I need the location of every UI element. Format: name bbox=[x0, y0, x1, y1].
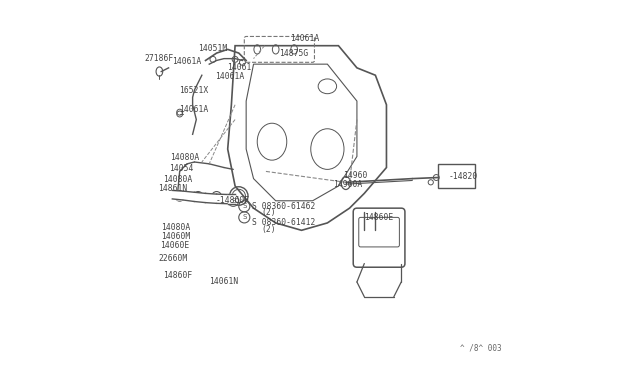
Text: (2): (2) bbox=[261, 225, 276, 234]
Text: 22660M: 22660M bbox=[158, 254, 188, 263]
Text: 16521X: 16521X bbox=[179, 86, 208, 95]
Text: 14061: 14061 bbox=[227, 63, 252, 72]
Text: 14960: 14960 bbox=[343, 171, 367, 180]
Text: S: S bbox=[231, 198, 236, 204]
Text: 14061A: 14061A bbox=[291, 34, 320, 43]
Text: 14061A: 14061A bbox=[172, 57, 201, 66]
Text: 14060E: 14060E bbox=[161, 241, 189, 250]
Text: 14061N: 14061N bbox=[209, 278, 239, 286]
Text: 14061A: 14061A bbox=[215, 72, 244, 81]
Text: 14960A: 14960A bbox=[333, 180, 362, 189]
Text: 14054: 14054 bbox=[168, 164, 193, 173]
Text: 14080A: 14080A bbox=[161, 223, 191, 232]
Text: -14820: -14820 bbox=[449, 171, 477, 180]
Text: S: S bbox=[242, 214, 246, 220]
Text: 14860E: 14860E bbox=[364, 213, 394, 222]
Text: 27186F: 27186F bbox=[145, 54, 174, 63]
Text: 14080A: 14080A bbox=[163, 175, 193, 184]
Text: 14861N: 14861N bbox=[158, 185, 188, 193]
Text: 14875G: 14875G bbox=[280, 49, 308, 58]
Text: 14061A: 14061A bbox=[179, 105, 208, 115]
Text: S: S bbox=[242, 203, 246, 209]
Text: (2): (2) bbox=[261, 208, 276, 217]
Text: 14860F: 14860F bbox=[163, 271, 193, 280]
Text: S 08360-61412: S 08360-61412 bbox=[252, 218, 315, 227]
Text: 14080A: 14080A bbox=[170, 153, 200, 163]
Text: 14060M: 14060M bbox=[161, 232, 191, 241]
Text: S 08360-61462: S 08360-61462 bbox=[252, 202, 315, 211]
Text: ^ /8^ 003: ^ /8^ 003 bbox=[460, 344, 502, 353]
Text: -14860F: -14860F bbox=[216, 196, 250, 205]
Text: 14051M: 14051M bbox=[198, 44, 227, 53]
Bar bbox=[438, 164, 475, 188]
